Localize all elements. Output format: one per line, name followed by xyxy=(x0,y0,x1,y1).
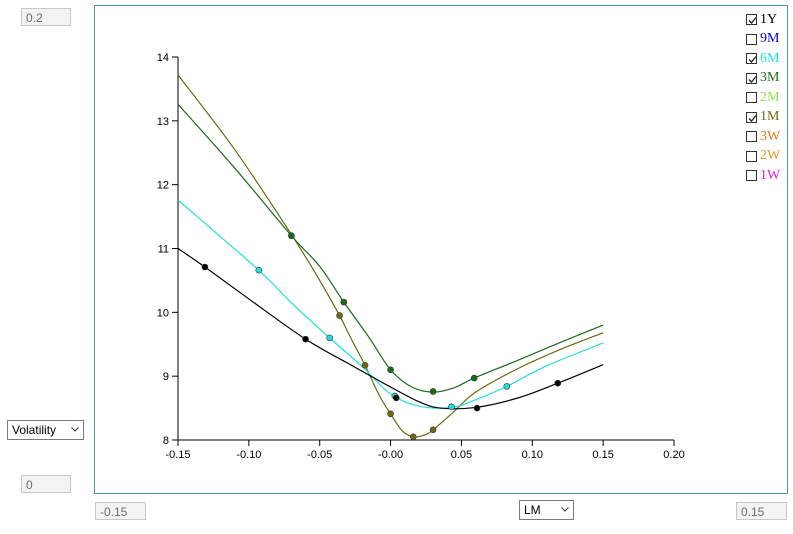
legend-checkbox-9m[interactable] xyxy=(746,33,757,45)
legend-item-1m[interactable]: 1M xyxy=(746,108,780,128)
y-min-field[interactable]: 0 xyxy=(21,475,71,493)
x-max-field[interactable]: 0.15 xyxy=(736,502,787,520)
x-measure-value: LM xyxy=(524,503,541,517)
series-1y-point xyxy=(473,404,481,412)
series-6m-line xyxy=(177,199,604,409)
legend-item-1w[interactable]: 1W xyxy=(746,166,780,186)
legend: 1Y 9M 6M 3M 2M 1M 3W 2W 1W xyxy=(746,10,780,186)
y-max-field[interactable]: 0.2 xyxy=(21,8,71,26)
legend-label: 1W xyxy=(760,167,781,183)
legend-checkbox-6m[interactable] xyxy=(746,53,757,65)
series-1y-point xyxy=(554,379,562,387)
x-tick-label: 0.20 xyxy=(663,449,684,461)
legend-label: 1M xyxy=(760,109,780,125)
x-measure-select[interactable]: LM xyxy=(519,500,574,520)
x-min-field[interactable]: -0.15 xyxy=(95,502,146,520)
x-tick-label: 0.10 xyxy=(522,449,543,461)
legend-label: 3M xyxy=(760,70,780,86)
series-1m-point xyxy=(409,433,417,441)
y-tick-label: 12 xyxy=(157,180,169,192)
legend-checkbox-3w[interactable] xyxy=(746,131,757,143)
x-tick-label: -0.05 xyxy=(307,449,332,461)
legend-item-9m[interactable]: 9M xyxy=(746,30,780,50)
series-3m-point xyxy=(340,298,348,306)
series-6m-point xyxy=(503,383,511,390)
series-6m-point xyxy=(255,266,263,274)
legend-label: 2W xyxy=(760,148,781,164)
series-3m-point xyxy=(429,388,437,395)
series-1y-line xyxy=(177,248,604,410)
chevron-down-icon xyxy=(71,427,79,432)
legend-label: 9M xyxy=(760,31,780,47)
legend-checkbox-1y[interactable] xyxy=(746,14,757,26)
y-tick-label: 13 xyxy=(157,116,169,128)
series-1m-point xyxy=(361,362,369,369)
series-1y-point xyxy=(302,335,309,343)
x-tick-label: 0.05 xyxy=(451,449,472,461)
series-6m-point xyxy=(448,403,455,411)
legend-item-6m[interactable]: 6M xyxy=(746,49,780,69)
checkmark-icon xyxy=(748,114,757,122)
series-1m-point xyxy=(336,312,343,319)
checkmark-icon xyxy=(748,17,757,25)
legend-item-3m[interactable]: 3M xyxy=(746,69,780,89)
legend-item-3w[interactable]: 3W xyxy=(746,127,780,147)
checkmark-icon xyxy=(748,56,757,64)
x-tick-label: -0.00 xyxy=(378,449,403,461)
y-tick-label: 14 xyxy=(157,52,169,64)
legend-label: 3W xyxy=(760,128,781,144)
series-1y-point xyxy=(392,394,400,402)
y-tick-label: 11 xyxy=(158,244,169,256)
legend-item-1y[interactable]: 1Y xyxy=(746,10,780,30)
legend-checkbox-1m[interactable] xyxy=(746,111,757,123)
legend-checkbox-3m[interactable] xyxy=(746,72,757,84)
series-3m-point xyxy=(470,374,478,382)
legend-checkbox-1w[interactable] xyxy=(746,170,757,182)
x-tick-label: -0.15 xyxy=(165,449,190,461)
series-1m-line xyxy=(177,74,604,438)
series-1m-point xyxy=(429,426,437,434)
legend-label: 6M xyxy=(760,50,780,66)
series-1y-point xyxy=(201,263,209,271)
legend-checkbox-2m[interactable] xyxy=(746,92,757,104)
series-6m-point xyxy=(326,334,333,342)
y-measure-select[interactable]: Volatility xyxy=(7,420,84,440)
series-3m-line xyxy=(177,103,604,393)
legend-checkbox-2w[interactable] xyxy=(746,150,757,162)
legend-item-2m[interactable]: 2M xyxy=(746,88,780,108)
series-3m-point xyxy=(387,366,394,374)
legend-label: 2M xyxy=(760,89,780,105)
y-measure-value: Volatility xyxy=(12,423,57,437)
plot-frame xyxy=(94,5,788,494)
checkmark-icon xyxy=(748,75,757,83)
y-tick-label: 10 xyxy=(157,307,169,319)
y-tick-label: 8 xyxy=(163,435,169,447)
series-1m-point xyxy=(387,410,394,418)
chevron-down-icon xyxy=(561,507,569,512)
legend-label: 1Y xyxy=(760,11,778,27)
series-3m-point xyxy=(288,232,295,240)
x-tick-label: -0.10 xyxy=(236,449,261,461)
legend-item-2w[interactable]: 2W xyxy=(746,147,780,167)
x-tick-label: 0.15 xyxy=(592,449,613,461)
y-tick-label: 9 xyxy=(163,371,169,383)
